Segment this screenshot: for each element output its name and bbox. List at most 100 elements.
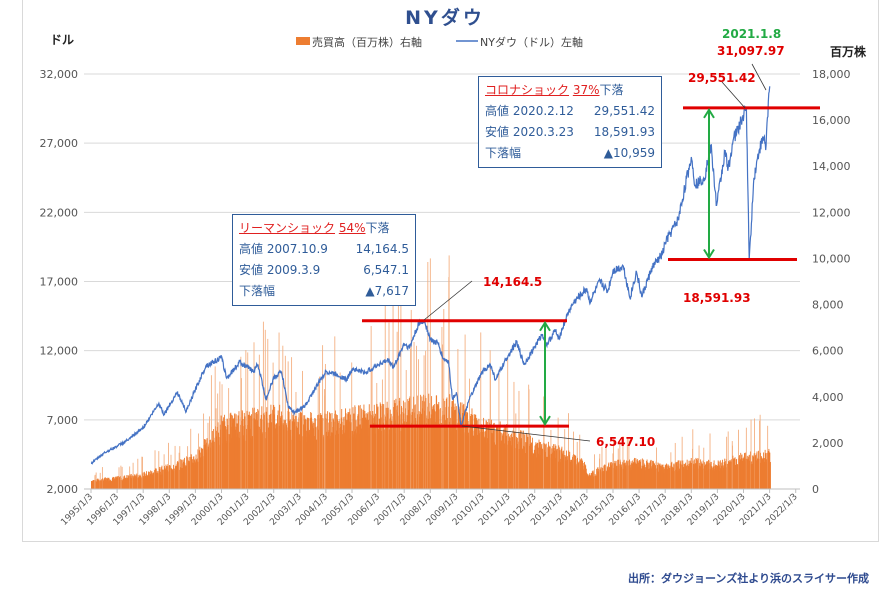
right-tick-label: 18,000 [812,68,851,81]
volume-bar [429,258,431,489]
right-axis-unit: 百万株 [830,44,867,59]
lehman-drop-arrow [539,320,551,426]
volume-bar [370,325,372,489]
lehman-high-callout: 14,164.5 [483,275,542,289]
volume-bar [427,261,429,489]
lehman-high-value: 14,164.5 [355,242,409,256]
left-tick-label: 7,000 [47,414,79,427]
volume-bar [334,336,336,489]
volume-bar [179,446,181,489]
right-tick-label: 10,000 [812,252,851,265]
volume-bar [245,350,247,489]
volume-bar [557,417,559,489]
volume-bar [120,465,122,489]
volume-bar [417,359,419,489]
lehman-low-label: 安値 2009.3.9 [239,263,321,277]
dow-line [90,86,771,465]
right-tick-label: 2,000 [812,437,844,450]
source-note: 出所：ダウジョーンズ社より浜のスライサー作成 [627,572,869,585]
volume-bar [264,329,266,489]
right-tick-label: 0 [812,483,819,496]
volume-bar [400,283,402,489]
lehman-title: リーマンショック [239,221,336,235]
volume-bar [142,456,143,489]
volume-bar [203,413,205,489]
right-tick-label: 12,000 [812,206,851,219]
corona-drop-value: ▲10,959 [603,146,655,160]
volume-bar [441,326,443,489]
volume-bar [448,255,450,489]
arrow-head-down [539,415,551,426]
volume-bar [518,390,520,489]
volume-bar [759,420,760,489]
volume-bar [622,436,624,489]
left-tick-label: 17,000 [40,276,79,289]
corona-title: コロナショック [485,83,570,97]
volume-bar [543,398,545,489]
arrow-head-up [539,320,551,332]
latest-leader [751,63,767,91]
arrow-head-down [703,248,715,260]
lehman-annotation-box: リーマンショック 54%下落 高値 2007.10.9 14,164.5 安値 2… [232,214,416,306]
left-tick-label: 22,000 [40,206,79,219]
lehman-high-leader [423,280,473,321]
volume-bar [410,309,412,489]
volume-bar [392,287,394,489]
volume-bar [726,436,728,489]
corona-low-value: 18,591.93 [593,125,655,139]
volume-bar [770,461,771,489]
volume-bar [507,359,509,489]
volume-bar [302,370,303,489]
left-axis-unit: ドル [50,33,74,47]
volume-bar [322,345,324,489]
left-tick-label: 27,000 [40,137,79,150]
volume-bar [121,466,123,489]
volume-bar [282,345,284,489]
volume-bar [593,454,595,489]
volume-bar [709,433,711,489]
volume-bar [601,446,603,489]
volume-bar [291,357,293,489]
corona-high-value: 29,551.42 [593,104,655,118]
corona-low-label: 安値 2020.3.23 [485,125,574,139]
arrow-head-up [703,107,715,119]
latest-date-callout: 2021.1.8 [722,27,781,41]
volume-bar [141,456,143,489]
volume-bar [605,448,607,489]
corona-high-leader [721,81,746,109]
volume-bar [210,375,212,489]
volume-bar [692,429,694,489]
volume-bar [703,447,705,489]
volume-bar [443,309,445,489]
volume-bar [388,322,390,489]
lehman-pct: 54% [338,221,366,235]
right-tick-label: 4,000 [812,391,844,404]
volume-bar [262,321,264,489]
latest-value-callout: 31,097.97 [717,44,785,58]
volume-bar [745,427,747,489]
lehman-drop-value: ▲7,617 [365,284,409,298]
volume-bar [416,345,418,489]
corona-annotation-box: コロナショック 37%下落 高値 2020.2.12 29,551.42 安値 2… [478,76,662,168]
right-tick-label: 6,000 [812,345,844,358]
chart-frame [22,0,879,542]
lehman-high-label: 高値 2007.10.9 [239,242,328,256]
lehman-low-leader [461,425,591,442]
corona-drop-label: 下落幅 [485,146,522,160]
volume-bar [759,414,761,489]
volume-bar [278,332,280,489]
lehman-drop-label: 下落幅 [239,284,276,298]
corona-drop-arrow [703,107,715,260]
volume-bar [727,431,729,489]
chart-title: NYダウ [405,6,485,29]
left-tick-label: 2,000 [47,483,79,496]
left-tick-label: 12,000 [40,345,79,358]
volume-bar [480,332,482,489]
volume-bar [750,419,752,489]
volume-bar [95,472,97,489]
legend: 売買高（百万株）右軸 NYダウ（ドル）左軸 [296,35,583,49]
volume-bar [168,442,169,489]
volume-bar [247,352,249,489]
volume-bar [681,436,683,489]
